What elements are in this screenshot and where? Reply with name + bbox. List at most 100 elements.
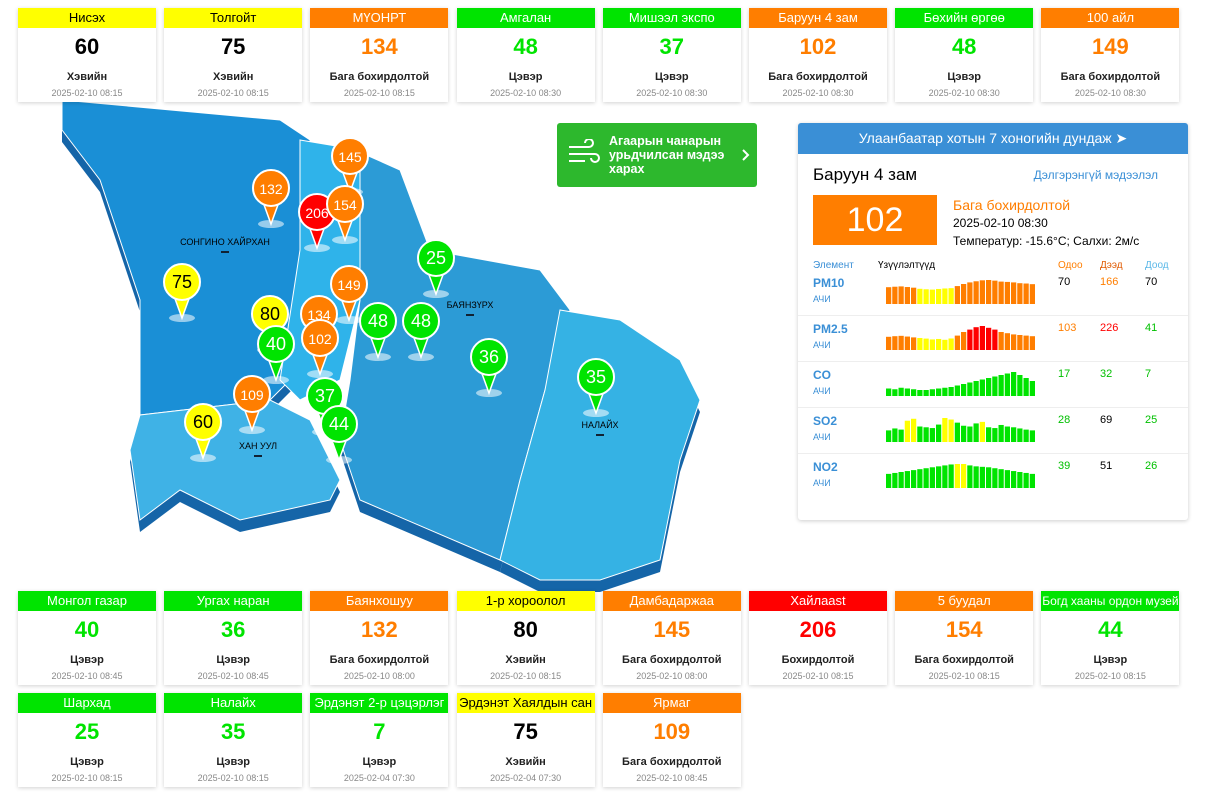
sparkline-bar	[1029, 284, 1035, 304]
station-aqi: 149	[1092, 34, 1129, 59]
pin-value: 60	[193, 412, 213, 432]
station-name: Налайх	[164, 693, 303, 713]
pin	[233, 375, 271, 413]
panel-status: Бага бохирдолтой	[953, 197, 1071, 213]
station-card[interactable]: Эрдэнэт Хаялдын сан 75 Хэвийн 2025-02-04 07…	[456, 693, 595, 787]
pin-value: 37	[315, 386, 335, 406]
station-card[interactable]: Мишээл экспо 37 Цэвэр 2025-02-10 08:30	[602, 8, 741, 102]
station-card[interactable]: Баянхошуу 132 Бага бохирдолтой 2025-02-10 0…	[310, 591, 449, 685]
district-label: НАЛАЙХ	[581, 419, 618, 430]
sparkline-bar	[1011, 471, 1017, 488]
sparkline-bar	[942, 387, 948, 396]
station-aqi: 60	[74, 34, 100, 59]
forecast-button[interactable]: Агаарын чанарын урьдчилсан мэдээ харах	[557, 123, 757, 187]
pollutant-now: 17	[1058, 368, 1071, 380]
column-header: Дээд	[1100, 260, 1123, 271]
station-card[interactable]: Богд хааны ордон музей 44 Цэвэр 2025-02-10 …	[1041, 591, 1180, 685]
station-aqi: 40	[74, 617, 100, 642]
station-card[interactable]: Монгол газар 40 Цэвэр 2025-02-10 08:45	[18, 591, 156, 685]
station-status: Бага бохирдолтой	[914, 654, 1014, 666]
sparkline-bar	[898, 387, 904, 396]
station-card[interactable]: Хайлаast 206 Бохирдолтой 2025-02-10 08:15	[749, 591, 887, 685]
pollutant-name: PM2.5	[813, 322, 848, 336]
pollutant-unit: АЧИ	[813, 294, 831, 304]
station-card[interactable]: Шархад 25 Цэвэр 2025-02-10 08:15	[18, 693, 156, 787]
sparkline-bar	[961, 425, 967, 442]
station-card[interactable]: Налайх 35 Цэвэр 2025-02-10 08:15	[164, 693, 303, 787]
station-time: 2025-02-10 08:15	[51, 773, 123, 783]
district-dot	[221, 251, 229, 253]
sparkline-bar	[917, 469, 923, 488]
station-aqi: 206	[799, 617, 837, 642]
station-time: 2025-02-10 08:30	[782, 88, 854, 98]
sparkline-bar	[948, 288, 954, 304]
station-card[interactable]: Дамбадаржаа 145 Бага бохирдолтой 2025-02-10…	[602, 591, 741, 685]
pollutant-now: 39	[1058, 460, 1071, 472]
sparkline-bar	[1004, 470, 1010, 488]
sparkline-bar	[904, 388, 910, 396]
sparkline-bar	[1023, 335, 1029, 350]
station-status: Бага бохирдолтой	[768, 71, 868, 83]
district-dot	[466, 314, 474, 316]
station-time: 2025-02-04 07:30	[343, 773, 415, 783]
station-card[interactable]: 100 айл 149 Бага бохирдолтой 2025-02-10 08:…	[1041, 8, 1180, 102]
sparkline-bar	[992, 468, 998, 488]
pin	[330, 265, 368, 303]
sparkline-bar	[961, 284, 967, 304]
sparkline-bar	[904, 471, 910, 488]
sparkline-bar	[923, 427, 929, 442]
pollutant-low: 7	[1145, 368, 1152, 380]
station-card[interactable]: 1-р хороолол 80 Хэвийн 2025-02-10 08:15	[456, 591, 595, 685]
column-header: Одоо	[1058, 260, 1083, 271]
district-label: СОНГИНО ХАЙРХАН	[180, 236, 270, 247]
sparkline-bar	[1004, 333, 1010, 350]
panel-header[interactable]: Улаанбаатар хотын 7 хоногийн дундаж ➤	[798, 123, 1188, 154]
sparkline-bar	[1011, 334, 1017, 350]
station-card[interactable]: Нисэх 60 Хэвийн 2025-02-10 08:15	[18, 8, 156, 102]
sparkline-bar	[936, 338, 942, 350]
sparkline	[886, 280, 1035, 304]
station-card[interactable]: Баруун 4 зам 102 Бага бохирдолтой 2025-02-1…	[749, 8, 887, 102]
station-aqi: 75	[220, 34, 246, 59]
pin-value: 40	[266, 334, 286, 354]
sparkline-bar	[929, 389, 935, 396]
pin-value: 154	[333, 197, 357, 213]
sparkline-bar	[923, 390, 929, 396]
station-time: 2025-02-10 08:15	[343, 88, 415, 98]
pin-value: 206	[305, 205, 329, 221]
wind-icon	[569, 139, 600, 163]
station-name: 1-р хороолол	[456, 591, 595, 611]
station-card[interactable]: Ургах наран 36 Цэвэр 2025-02-10 08:45	[164, 591, 303, 685]
pollutant-high: 32	[1100, 368, 1113, 380]
sparkline-bar	[892, 472, 898, 488]
pin-value: 35	[586, 367, 606, 387]
sparkline-bar	[929, 289, 935, 304]
station-status: Цэвэр	[70, 654, 104, 666]
sparkline-bar	[979, 280, 985, 304]
station-card[interactable]: МҮОНРТ 134 Бага бохирдолтой 2025-02-10 08:1…	[310, 8, 449, 102]
sparkline-bar	[936, 288, 942, 304]
station-status: Хэвийн	[505, 756, 546, 768]
pollutant-low: 70	[1145, 276, 1158, 288]
station-time: 2025-02-10 08:45	[51, 671, 123, 681]
station-time: 2025-02-10 08:15	[197, 773, 269, 783]
station-aqi: 48	[513, 34, 538, 59]
sparkline	[886, 326, 1035, 350]
station-card[interactable]: Толгойт 75 Хэвийн 2025-02-10 08:15	[164, 8, 303, 102]
station-status: Цэвэр	[654, 71, 689, 83]
sparkline-bar	[898, 472, 904, 488]
sparkline-bar	[979, 421, 985, 442]
station-card[interactable]: 5 буудал 154 Бага бохирдолтой 2025-02-10 08…	[895, 591, 1034, 685]
station-card[interactable]: Амгалан 48 Цэвэр 2025-02-10 08:30	[456, 8, 595, 102]
sparkline-bar	[917, 390, 923, 396]
station-card[interactable]: Эрдэнэт 2-р цэцэрлэг 7 Цэвэр 2025-02-04 07:…	[310, 693, 449, 787]
panel-time: 2025-02-10 08:30	[953, 216, 1048, 230]
station-aqi: 36	[220, 617, 246, 642]
column-header: Доод	[1145, 260, 1169, 271]
sparkline-bar	[886, 336, 892, 350]
detail-link[interactable]: Дэлгэрэнгүй мэдээлэл	[1033, 168, 1158, 182]
station-card[interactable]: Бөхийн өргөө 48 Цэвэр 2025-02-10 08:30	[895, 8, 1034, 102]
pin-value: 134	[307, 307, 331, 323]
sparkline-bar	[1004, 373, 1010, 396]
station-card[interactable]: Ярмаг 109 Бага бохирдолтой 2025-02-10 08:45	[602, 693, 741, 787]
